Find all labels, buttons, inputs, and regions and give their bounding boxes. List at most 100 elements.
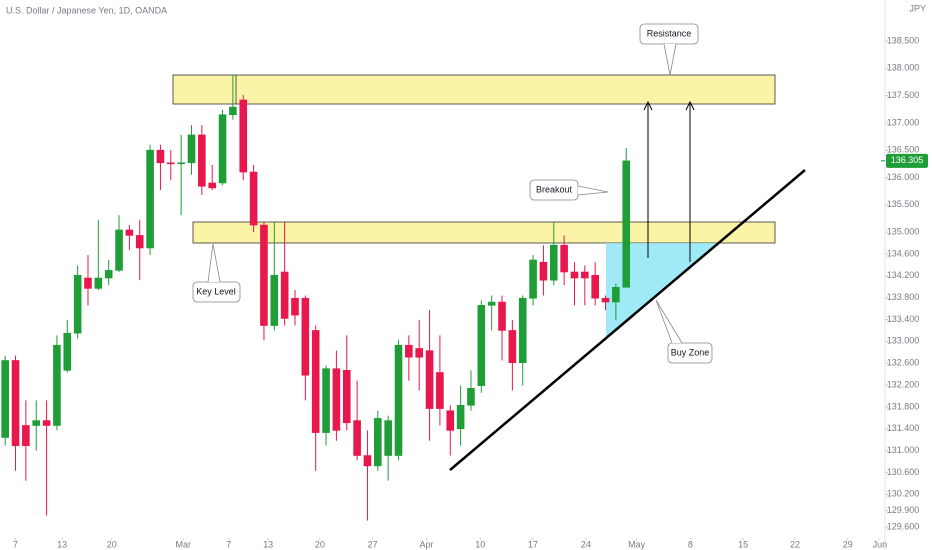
candle-body [508, 330, 517, 363]
candle-body [218, 114, 227, 184]
candle-body [115, 229, 123, 271]
candle-body [135, 235, 144, 249]
x-tick-label: 29 [843, 539, 853, 549]
candle-body [73, 274, 82, 334]
candle-body [322, 368, 330, 433]
candle-body [146, 149, 154, 249]
candle-body [84, 277, 92, 289]
x-tick-label: 20 [107, 539, 117, 549]
candle-body [529, 259, 537, 299]
x-tick-label: 10 [475, 539, 485, 549]
x-tick-label: 17 [528, 539, 538, 549]
key-level-zone [192, 221, 776, 244]
callouts: Resistance Breakout Key Level Buy Zone [192, 23, 713, 364]
candle-body [353, 420, 361, 456]
candle-body [581, 271, 589, 279]
candle-body [260, 224, 268, 326]
y-tick-label: 132.600 [887, 358, 920, 368]
candle-body [11, 360, 20, 446]
trend-line [449, 169, 806, 471]
candles [1, 74, 631, 521]
y-tick-label: 135.500 [887, 199, 920, 209]
candle-body [518, 297, 527, 363]
candle-body [42, 420, 51, 426]
x-tick-label: 22 [790, 539, 800, 549]
y-tick-label: 129.900 [887, 505, 920, 515]
candle-body [342, 370, 351, 424]
arrows [643, 100, 695, 262]
y-tick-label: 129.600 [887, 521, 920, 531]
candle-body [280, 271, 289, 319]
candle-body [425, 350, 434, 409]
y-tick-label: 131.800 [887, 401, 920, 411]
y-tick-label: 136.500 [887, 145, 920, 155]
candle-body [539, 261, 548, 281]
x-tick-label: 8 [688, 539, 693, 549]
candle-body [125, 229, 134, 236]
x-tick-label: 7 [226, 539, 231, 549]
candle-body [384, 420, 392, 456]
y-tick-label: 137.500 [887, 90, 920, 100]
y-tick-label: 130.200 [887, 489, 920, 499]
candle-body [332, 368, 341, 431]
candle-body [477, 305, 486, 386]
candle-body [53, 344, 61, 426]
candle-body [591, 274, 599, 299]
candle-body [311, 330, 320, 433]
x-tick-label: May [628, 539, 646, 549]
candle-body [467, 388, 475, 406]
resistance-zone [172, 74, 776, 105]
candle-body [198, 134, 206, 187]
candle-body [270, 274, 279, 326]
candle-body [156, 149, 165, 164]
y-tick-label: 133.000 [887, 336, 920, 346]
candle-body [405, 344, 413, 358]
candle-body [394, 344, 403, 456]
candle-body [208, 182, 216, 189]
candle-body [94, 277, 103, 289]
candle-body [498, 301, 506, 331]
x-tick-label: 24 [581, 539, 591, 549]
y-tick-label: 133.800 [887, 292, 920, 302]
candle-body [612, 286, 620, 303]
x-tick-label: 13 [263, 539, 273, 549]
y-tick-label: 135.000 [887, 227, 920, 237]
candle-body [177, 162, 185, 165]
candle-body [560, 244, 568, 273]
candle-body [187, 134, 196, 164]
callout-text: Key Level [196, 286, 236, 296]
currency: JPY [909, 3, 926, 13]
candle-body [301, 297, 310, 376]
candle-body [570, 271, 579, 279]
candle-body [456, 404, 465, 430]
candle-body [601, 297, 610, 303]
candle-body [487, 301, 496, 306]
x-tick-label: Mar [175, 539, 191, 549]
candle-body [1, 360, 9, 438]
callout-pointer [655, 299, 683, 344]
candle-body [104, 270, 113, 279]
callout-box [667, 342, 713, 364]
y-tick-label: 134.600 [887, 248, 920, 258]
candle-body [22, 425, 30, 446]
y-tick-label: 133.400 [887, 314, 920, 324]
y-tick-label: 138.500 [887, 35, 920, 45]
candle-body [549, 244, 558, 281]
x-tick-label: 15 [738, 539, 748, 549]
candle-body [415, 348, 424, 358]
candle-body [436, 372, 444, 409]
last-price-box [886, 153, 928, 168]
callout-text: Buy Zone [671, 347, 710, 357]
callout-text: Breakout [536, 184, 573, 194]
candle-body [249, 171, 258, 226]
y-tick-label: 132.200 [887, 379, 920, 389]
candle-body [363, 455, 372, 467]
candle-body [229, 106, 237, 116]
x-tick-label: 20 [315, 539, 325, 549]
symbol-title: U.S. Dollar / Japanese Yen, 1D, OANDA [6, 5, 167, 15]
callout-text: Resistance [647, 28, 692, 38]
candle-body [63, 332, 72, 371]
callout-pointer [577, 185, 609, 196]
overlay: Resistance Breakout Key Level Buy Zone [192, 23, 806, 471]
